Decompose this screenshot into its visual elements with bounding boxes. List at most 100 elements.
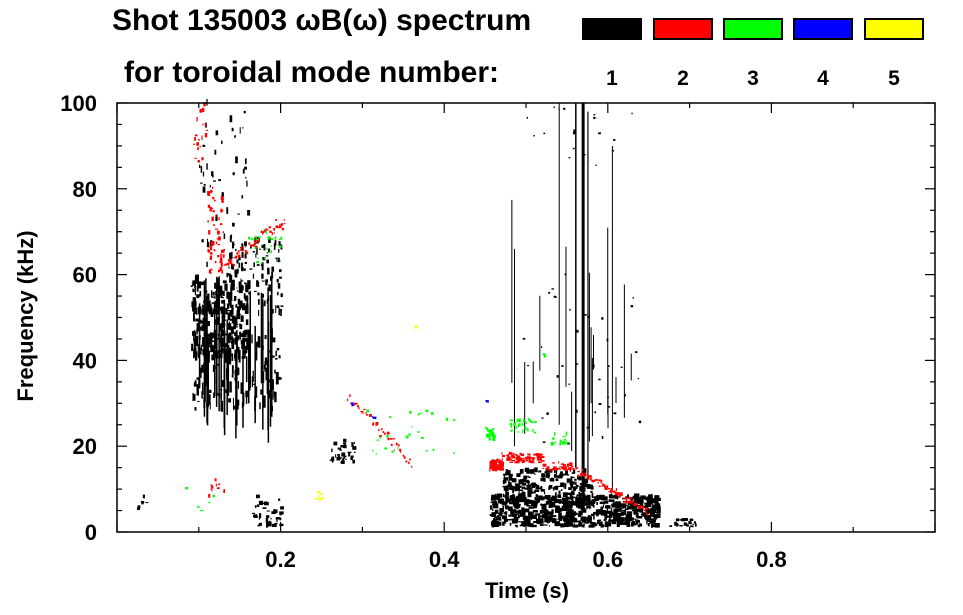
spectrum-pixel-mode-1 — [350, 456, 353, 461]
spectrum-pixel-mode-1 — [626, 514, 633, 519]
spectrum-streak-mode-1 — [245, 356, 248, 383]
spectrum-pixel-mode-3 — [485, 433, 488, 438]
spectrum-pixel-mode-1 — [653, 516, 658, 520]
spectrum-pixel-mode-1 — [200, 347, 203, 351]
spectrum-pixel-mode-1 — [639, 508, 644, 513]
spectrum-pixel-mode-2 — [214, 260, 217, 264]
spectrum-pixel-mode-1 — [597, 523, 603, 525]
spectrum-pixel-mode-2 — [220, 208, 223, 213]
spectrum-pixel-mode-1 — [679, 519, 683, 521]
spectrum-streak-mode-1 — [223, 299, 226, 429]
spectrum-pixel-mode-1 — [607, 396, 610, 398]
spectrum-pixel-mode-1 — [656, 508, 661, 514]
spectrum-streak-mode-1 — [591, 357, 593, 437]
spectrum-pixel-mode-2 — [197, 147, 199, 151]
spectrum-streak-mode-1 — [235, 349, 237, 439]
spectrum-pixel-mode-1 — [229, 275, 233, 283]
spectrum-streak-mode-1 — [260, 292, 263, 384]
spectrum-pixel-mode-1 — [244, 241, 247, 247]
spectrum-pixel-mode-1 — [526, 116, 528, 119]
spectrum-pixel-mode-3 — [544, 354, 547, 358]
spectrum-pixel-mode-3 — [527, 417, 529, 421]
spectrum-pixel-mode-1 — [557, 509, 561, 513]
spectrum-pixel-mode-1 — [238, 290, 240, 293]
spectrum-pixel-mode-4 — [373, 416, 377, 420]
spectrum-pixel-mode-1 — [231, 315, 236, 324]
spectrum-pixel-mode-1 — [231, 242, 234, 249]
spectrum-pixel-mode-1 — [568, 487, 572, 491]
spectrum-pixel-mode-1 — [579, 510, 583, 516]
spectrum-pixel-mode-5 — [315, 497, 318, 500]
spectrum-pixel-mode-1 — [342, 457, 346, 459]
spectrum-pixel-mode-2 — [623, 500, 625, 504]
spectrum-pixel-mode-1 — [246, 339, 249, 342]
spectrum-pixel-mode-1 — [268, 237, 271, 243]
spectrum-pixel-mode-2 — [213, 199, 216, 202]
spectrum-pixel-mode-2 — [633, 503, 637, 507]
spectrum-pixel-mode-1 — [265, 522, 269, 528]
spectrum-pixel-mode-1 — [234, 270, 238, 278]
spectrum-pixel-mode-1 — [493, 518, 497, 523]
spectrum-pixel-mode-1 — [520, 523, 523, 525]
spectrum-pixel-mode-1 — [278, 276, 282, 279]
spectrum-pixel-mode-1 — [570, 476, 573, 481]
spectrum-pixel-mode-2 — [354, 402, 358, 405]
spectrum-pixel-mode-1 — [605, 522, 612, 527]
spectrum-pixel-mode-3 — [376, 439, 380, 441]
spectrum-pixel-mode-2 — [202, 123, 204, 126]
spectrum-pixel-mode-1 — [251, 334, 253, 344]
spectrum-pixel-mode-2 — [533, 453, 537, 456]
spectrum-pixel-mode-3 — [260, 262, 263, 265]
spectrum-pixel-mode-2 — [219, 223, 223, 226]
spectrum-pixel-mode-1 — [340, 445, 344, 448]
spectrum-pixel-mode-1 — [569, 308, 571, 311]
spectrum-pixel-mode-1 — [572, 147, 575, 150]
spectrum-pixel-mode-1 — [279, 377, 282, 380]
spectrum-pixel-mode-2 — [620, 494, 623, 496]
spectrum-pixel-mode-1 — [214, 282, 216, 289]
spectrum-pixel-mode-1 — [524, 498, 527, 503]
spectrum-streak-mode-1 — [511, 199, 513, 383]
spectrum-pixel-mode-1 — [271, 511, 277, 515]
spectrum-pixel-mode-2 — [395, 442, 398, 446]
spectrum-pixel-mode-2 — [201, 157, 204, 161]
spectrum-pixel-mode-2 — [517, 459, 519, 462]
spectrum-pixel-mode-1 — [545, 500, 548, 505]
spectrum-pixel-mode-1 — [199, 290, 202, 297]
spectrum-pixel-mode-2 — [501, 452, 503, 455]
spectrum-pixel-mode-1 — [213, 392, 215, 398]
spectrum-pixel-mode-2 — [528, 456, 532, 459]
spectrum-pixel-mode-1 — [589, 505, 591, 510]
spectrum-pixel-mode-1 — [256, 246, 258, 255]
spectrum-pixel-mode-1 — [535, 500, 539, 502]
spectrum-pixel-mode-1 — [245, 395, 248, 404]
spectrum-pixel-mode-2 — [205, 129, 209, 131]
spectrum-pixel-mode-1 — [208, 345, 212, 348]
spectrum-pixel-mode-1 — [640, 513, 642, 516]
spectrum-pixel-mode-2 — [493, 463, 497, 468]
spectrum-streak-mode-1 — [532, 361, 534, 404]
spectrum-pixel-mode-2 — [611, 490, 614, 492]
spectrum-pixel-mode-1 — [505, 485, 509, 489]
spectrum-pixel-mode-1 — [192, 280, 196, 286]
spectrum-pixel-mode-1 — [331, 448, 333, 453]
spectrum-pixel-mode-1 — [618, 521, 624, 523]
spectrum-pixel-mode-1 — [231, 340, 235, 350]
spectrum-pixel-mode-2 — [646, 513, 648, 516]
spectrum-pixel-mode-2 — [213, 224, 215, 226]
spectrum-pixel-mode-2 — [361, 411, 364, 414]
spectrum-pixel-mode-1 — [210, 344, 214, 353]
spectrum-pixel-mode-2 — [542, 463, 547, 467]
spectrum-pixel-mode-1 — [193, 393, 196, 401]
spectrum-pixel-mode-1 — [558, 108, 560, 111]
spectrum-pixel-mode-1 — [279, 523, 284, 527]
spectrum-pixel-mode-1 — [603, 503, 606, 505]
spectrum-pixel-mode-1 — [688, 521, 692, 524]
spectrum-pixel-mode-2 — [399, 448, 402, 452]
spectrum-pixel-mode-2 — [253, 240, 256, 242]
spectrum-pixel-mode-1 — [590, 490, 593, 493]
spectrum-pixel-mode-1 — [225, 308, 228, 315]
spectrum-pixel-mode-1 — [593, 515, 595, 520]
spectrum-pixel-mode-1 — [278, 257, 280, 263]
